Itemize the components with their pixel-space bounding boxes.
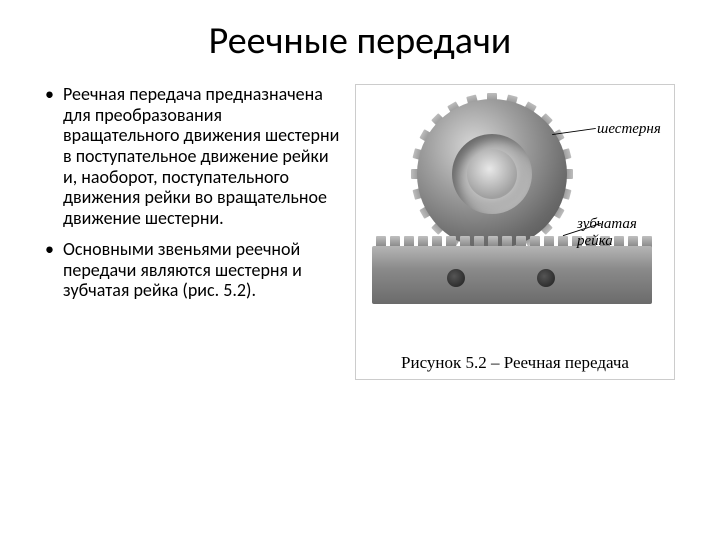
list-item: Реечная передача предназначена для преоб… [45, 84, 340, 229]
figure-label-gear: шестерня [597, 121, 661, 138]
rack-hole [537, 269, 555, 287]
figure-label-rack: зубчатая рейка [577, 216, 668, 250]
figure-box: шестерня зубчатая рейка Рисунок 5.2 – Ре… [355, 84, 675, 380]
rack-hole [447, 269, 465, 287]
bullet-column: Реечная передача предназначена для преоб… [45, 84, 355, 380]
figure-image: шестерня зубчатая рейка [362, 91, 668, 341]
bullet-list: Реечная передача предназначена для преоб… [45, 84, 340, 301]
gear-icon [417, 99, 567, 249]
content-area: Реечная передача предназначена для преоб… [0, 84, 720, 380]
list-item: Основными звеньями реечной передачи явля… [45, 239, 340, 301]
figure-column: шестерня зубчатая рейка Рисунок 5.2 – Ре… [355, 84, 690, 380]
rack-icon [372, 246, 652, 304]
page-title: Реечные передачи [0, 0, 720, 84]
figure-caption: Рисунок 5.2 – Реечная передача [362, 341, 668, 373]
